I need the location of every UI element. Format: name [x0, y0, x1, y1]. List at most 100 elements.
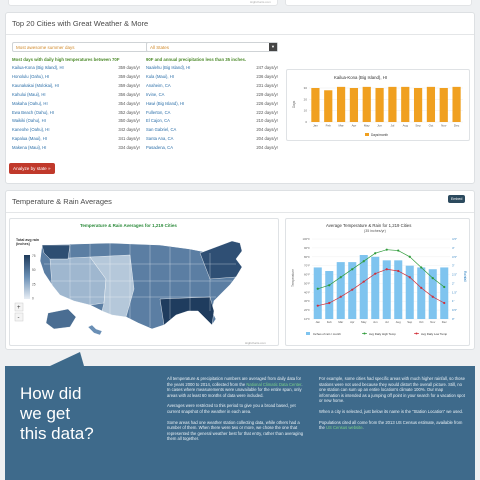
- bar[interactable]: [336, 86, 346, 122]
- bar[interactable]: [388, 86, 397, 122]
- previous-panel-right: [285, 0, 472, 6]
- bar[interactable]: [324, 90, 333, 122]
- city-link[interactable]: Kapalua (Maui), HI: [12, 136, 47, 142]
- bar[interactable]: [413, 88, 423, 122]
- rain-bar[interactable]: [382, 260, 391, 319]
- list-item[interactable]: Kailua-Kona (Big Island), HI 359 days/yr: [12, 64, 140, 71]
- low-temp-point[interactable]: [316, 304, 319, 307]
- low-temp-point[interactable]: [328, 301, 331, 305]
- high-temp-point[interactable]: [351, 268, 354, 271]
- city-link[interactable]: Pasadena, CA: [146, 145, 174, 151]
- city-link[interactable]: Kula (Maui), HI: [146, 73, 174, 79]
- list-item[interactable]: Fullerton, CA 222 days/yr: [146, 109, 278, 116]
- low-temp-point[interactable]: [397, 269, 400, 273]
- rain-bar[interactable]: [428, 269, 437, 319]
- low-temp-point[interactable]: [385, 268, 388, 271]
- analyze-by-state-button[interactable]: Analyze by state »: [9, 163, 55, 174]
- city-link[interactable]: El Cajon, CA: [146, 118, 170, 124]
- city-link[interactable]: Hawi (Big Island), HI: [146, 100, 185, 106]
- ncdc-link[interactable]: National Climatic Data Center: [246, 381, 302, 387]
- city-link[interactable]: Kahului (Maui), HI: [12, 91, 46, 97]
- state-dropdown[interactable]: All States ▼: [146, 42, 278, 52]
- list-item[interactable]: Honolulu (Oahu), HI 359 days/yr: [12, 73, 140, 80]
- city-link[interactable]: Fullerton, CA: [146, 109, 171, 115]
- rain-bar[interactable]: [313, 267, 322, 319]
- bar[interactable]: [401, 86, 410, 122]
- rain-bar[interactable]: [405, 265, 414, 319]
- high-temp-point[interactable]: [339, 276, 342, 279]
- city-link[interactable]: Anaheim, CA: [146, 82, 171, 88]
- low-temp-point[interactable]: [351, 288, 354, 291]
- city-link[interactable]: Kaneohe (Oahu), HI: [12, 127, 50, 133]
- rain-bar[interactable]: [440, 267, 449, 319]
- low-temp-point[interactable]: [443, 301, 446, 305]
- hawaii-shape[interactable]: [87, 324, 103, 336]
- high-temp-point[interactable]: [374, 252, 377, 255]
- high-temp-point[interactable]: [408, 255, 411, 258]
- list-item[interactable]: Naalehu (Big Island), HI 247 days/yr: [146, 64, 278, 71]
- bar[interactable]: [362, 86, 371, 122]
- high-temp-point[interactable]: [420, 266, 423, 269]
- high-temp-point[interactable]: [385, 248, 388, 251]
- list-item[interactable]: Ewa Beach (Oahu), HI 352 days/yr: [12, 109, 140, 116]
- bar[interactable]: [439, 88, 448, 122]
- list-item[interactable]: Irvine, CA 229 days/yr: [146, 91, 278, 98]
- bar[interactable]: [426, 86, 436, 122]
- list-item[interactable]: Waikiki (Oahu), HI 350 days/yr: [12, 117, 140, 124]
- city-link[interactable]: Makaha (Oahu), HI: [12, 100, 48, 106]
- low-temp-point[interactable]: [362, 280, 365, 283]
- city-link[interactable]: Ewa Beach (Oahu), HI: [12, 109, 54, 115]
- zoom-out-button[interactable]: [14, 312, 24, 322]
- list-item[interactable]: Anaheim, CA 231 days/yr: [146, 82, 278, 89]
- list-item[interactable]: Kaunakakai (Molokai), HI 359 days/yr: [12, 82, 140, 89]
- city-link[interactable]: Makena (Maui), HI: [12, 145, 47, 151]
- city-link[interactable]: Kaunakakai (Molokai), HI: [12, 82, 59, 88]
- list-item[interactable]: Makena (Maui), HI 334 days/yr: [12, 144, 140, 151]
- list-item[interactable]: Kahului (Maui), HI 356 days/yr: [12, 91, 140, 98]
- embed-button[interactable]: Embed: [448, 195, 466, 203]
- bar[interactable]: [311, 88, 320, 122]
- low-temp-point[interactable]: [339, 295, 342, 298]
- high-temp-point[interactable]: [443, 285, 446, 289]
- high-temp-point[interactable]: [328, 284, 331, 287]
- high-temp-point[interactable]: [316, 287, 319, 290]
- low-temp-point[interactable]: [408, 276, 411, 279]
- low-temp-point[interactable]: [374, 272, 377, 275]
- list-item[interactable]: San Gabriel, CA 204 days/yr: [146, 126, 278, 133]
- rain-bar[interactable]: [371, 256, 380, 319]
- mini-chart-title: Kailua-Kona (Big Island), HI: [334, 75, 388, 80]
- zoom-in-button[interactable]: [14, 302, 24, 312]
- map-svg[interactable]: Total avg rain (inches) 75 50 25 0: [10, 219, 280, 347]
- alaska-shape[interactable]: [45, 308, 77, 330]
- rain-bar[interactable]: [325, 271, 334, 319]
- high-temp-point[interactable]: [431, 277, 434, 280]
- city-link[interactable]: Naalehu (Big Island), HI: [146, 65, 191, 70]
- city-link[interactable]: Kailua-Kona (Big Island), HI: [12, 65, 64, 70]
- low-temp-point[interactable]: [420, 286, 423, 289]
- high-temp-point[interactable]: [397, 249, 400, 252]
- list-item[interactable]: Hawi (Big Island), HI 226 days/yr: [146, 100, 278, 107]
- city-link[interactable]: Waikiki (Oahu), HI: [12, 118, 46, 124]
- rain-bar[interactable]: [336, 262, 345, 319]
- high-temp-point[interactable]: [362, 260, 365, 263]
- days-value: 210 days/yr: [256, 118, 278, 124]
- list-item[interactable]: Kapalua (Maui), HI 341 days/yr: [12, 135, 140, 142]
- low-temp-point[interactable]: [431, 295, 434, 298]
- rain-bar[interactable]: [394, 260, 403, 319]
- bar[interactable]: [452, 86, 461, 122]
- city-link[interactable]: Santa Ana, CA: [146, 136, 174, 142]
- list-item[interactable]: Santa Ana, CA 204 days/yr: [146, 135, 278, 142]
- rain-bar[interactable]: [417, 267, 426, 319]
- census-link[interactable]: US Census website: [326, 425, 363, 431]
- list-item[interactable]: Kaneohe (Oahu), HI 342 days/yr: [12, 126, 140, 133]
- list-item[interactable]: Kula (Maui), HI 236 days/yr: [146, 73, 278, 80]
- city-link[interactable]: Irvine, CA: [146, 91, 165, 97]
- rain-bar[interactable]: [359, 255, 368, 319]
- list-item[interactable]: Pasadena, CA 204 days/yr: [146, 144, 278, 151]
- bar[interactable]: [375, 88, 384, 122]
- bar[interactable]: [349, 88, 359, 122]
- list-item[interactable]: Makaha (Oahu), HI 354 days/yr: [12, 100, 140, 107]
- city-link[interactable]: San Gabriel, CA: [146, 127, 177, 133]
- list-item[interactable]: El Cajon, CA 210 days/yr: [146, 117, 278, 124]
- city-link[interactable]: Honolulu (Oahu), HI: [12, 73, 50, 79]
